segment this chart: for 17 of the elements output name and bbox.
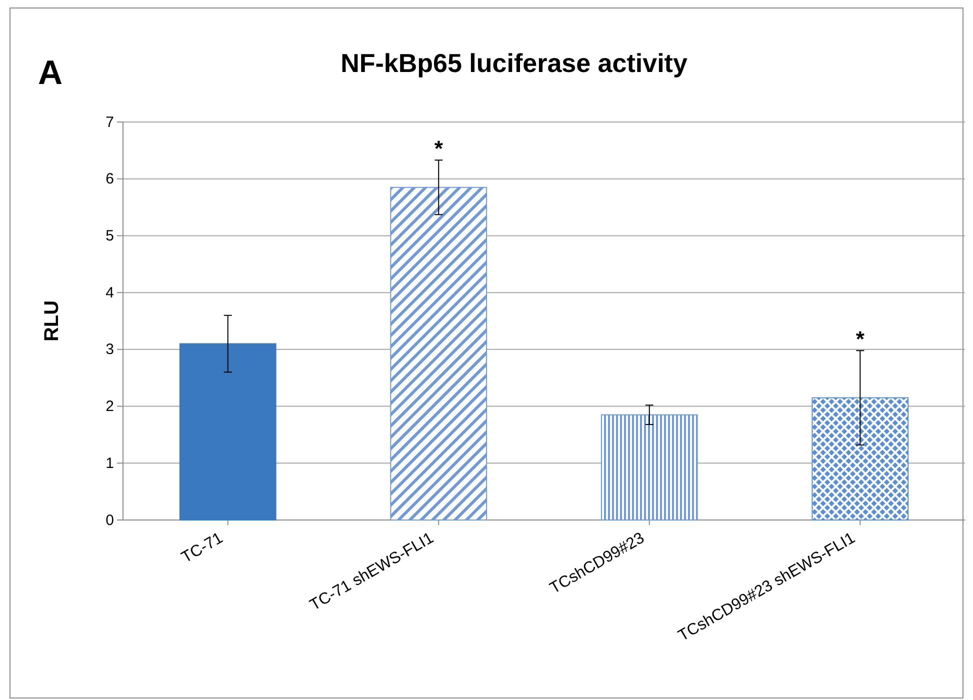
text: A — [38, 54, 63, 92]
bar — [390, 186, 488, 520]
y-tick-label: 7 — [106, 114, 114, 131]
y-tick-label: 3 — [106, 341, 114, 358]
bar — [600, 414, 698, 520]
y-tick-label: 1 — [106, 454, 114, 472]
annotation: * — [434, 136, 444, 162]
y-tick-label: 2 — [106, 398, 114, 416]
y-tick-label: 5 — [106, 228, 114, 245]
y-axis-title: RLU — [41, 300, 63, 342]
bar — [179, 343, 276, 520]
y-tick-label: 4 — [106, 284, 114, 302]
annotation: * — [856, 326, 865, 352]
y-tick-label: 0 — [106, 512, 114, 529]
bar — [812, 397, 909, 520]
y-tick-label: 6 — [106, 170, 114, 188]
chart-title: NF-kBp65 luciferase activity — [340, 48, 688, 78]
